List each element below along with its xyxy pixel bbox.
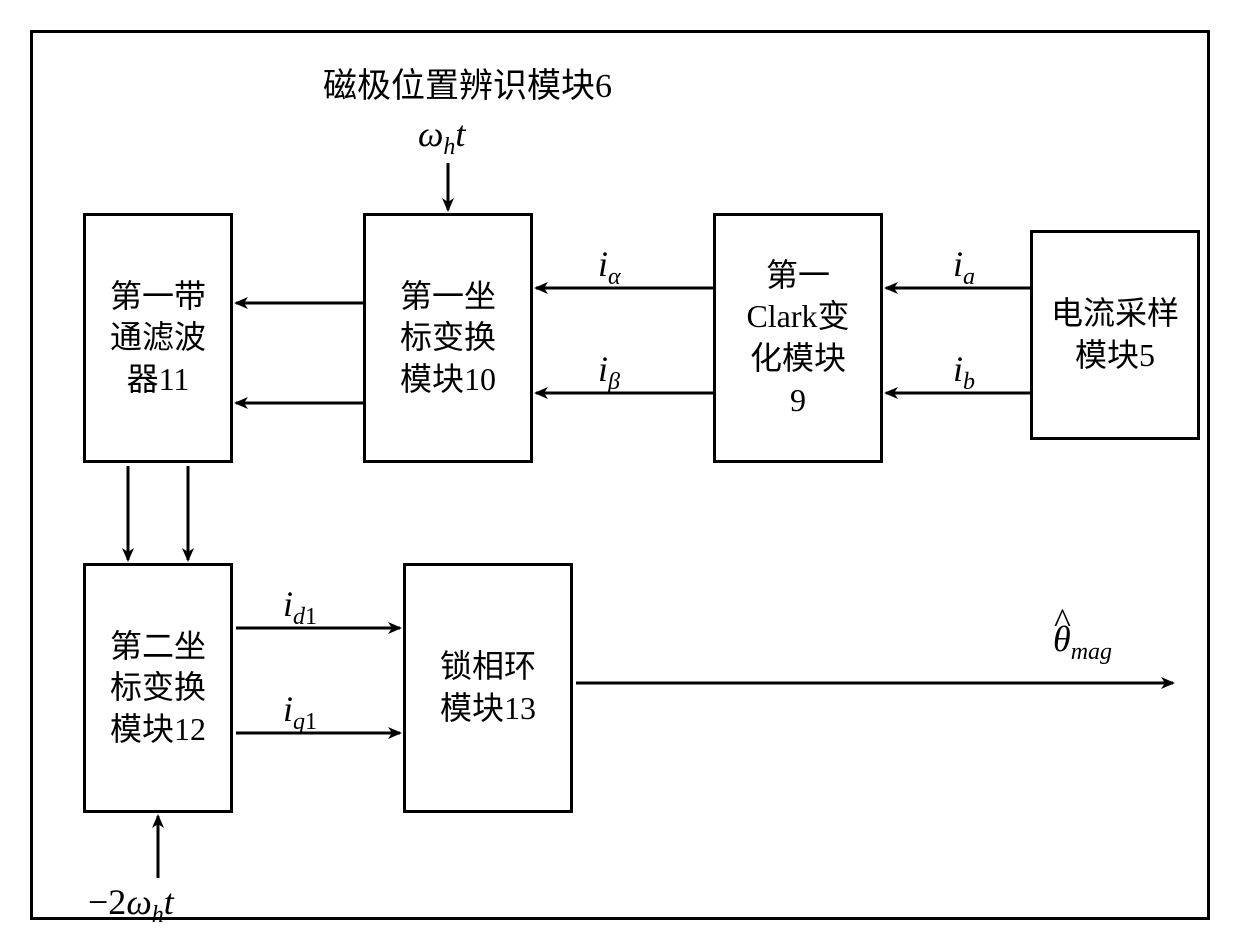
arrows-layer: [33, 33, 1213, 923]
diagram-frame: 磁极位置辨识模块6 第一带通滤波器11 第一坐标变换模块10 第一Clark变化…: [30, 30, 1210, 920]
block-sampler-5-label: 电流采样模块5: [1051, 293, 1179, 376]
block-sampler-5: 电流采样模块5: [1030, 230, 1200, 440]
